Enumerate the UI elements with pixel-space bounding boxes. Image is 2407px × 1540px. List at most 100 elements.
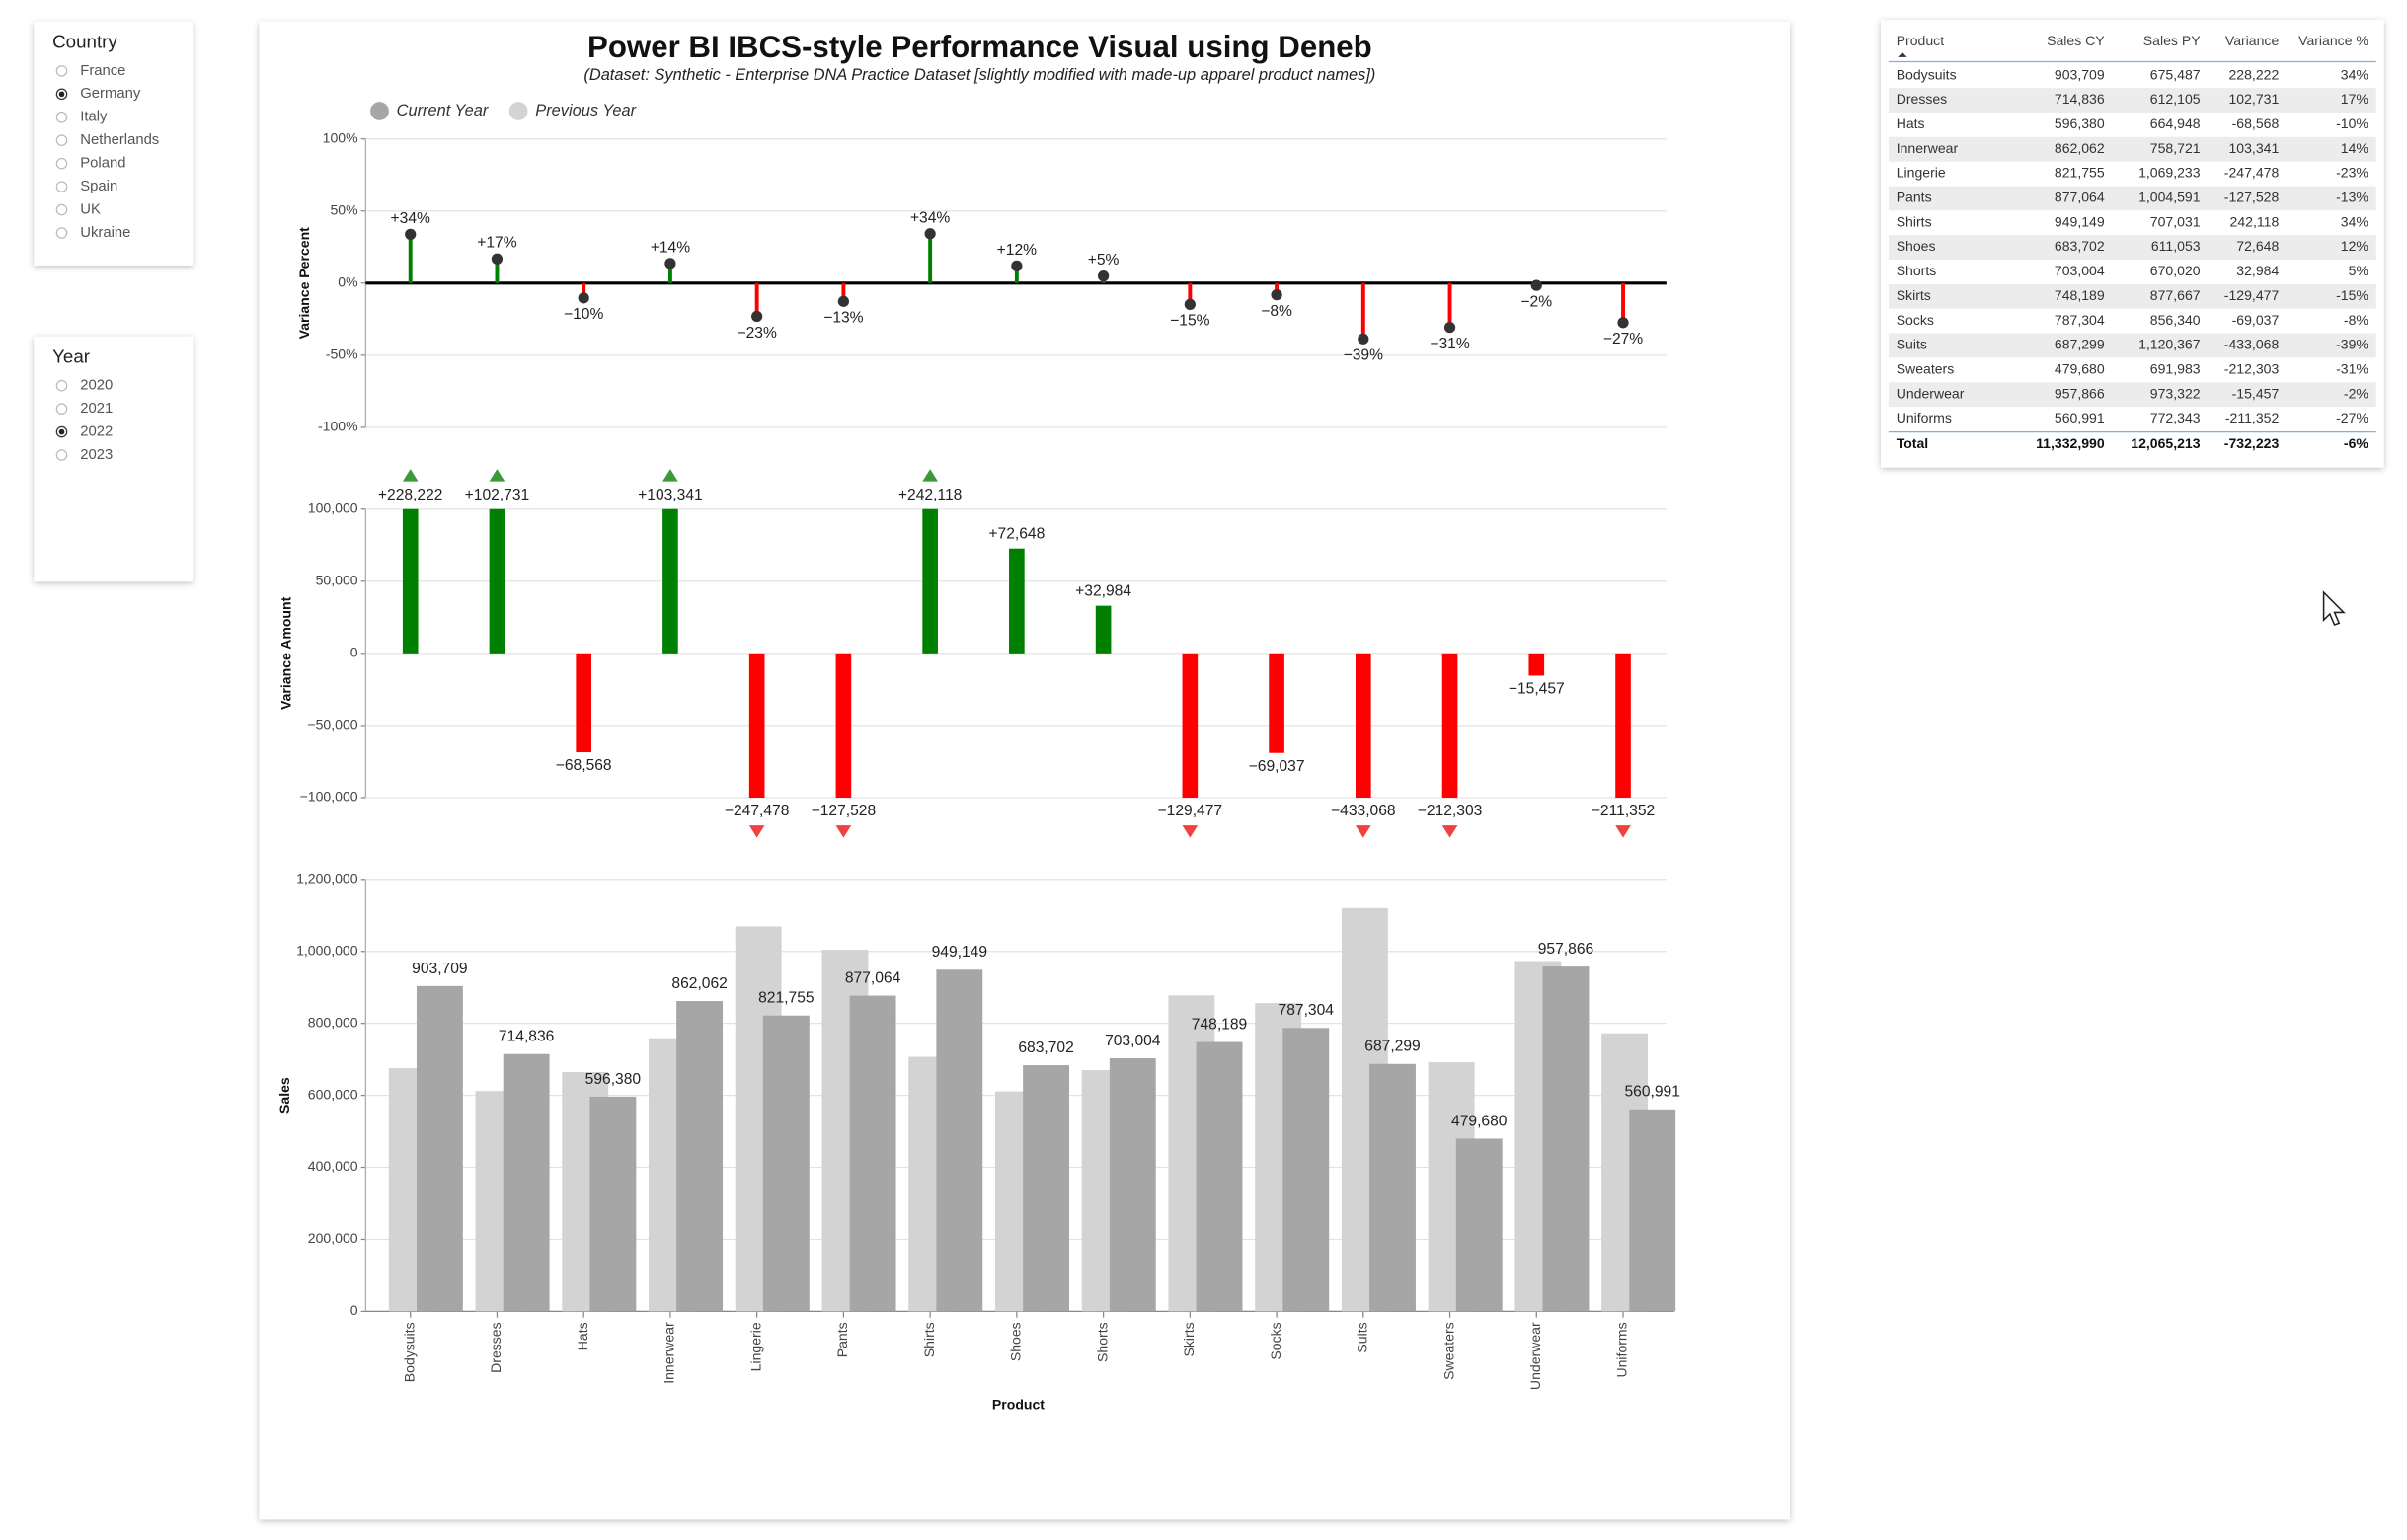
y-tick-label: -100% [318, 419, 358, 434]
table-cell: Skirts [1897, 287, 1931, 303]
radio-button[interactable] [55, 403, 68, 415]
overflow-marker [835, 825, 852, 838]
table-cell: 973,322 [2150, 385, 2201, 401]
table-cell: -127,528 [2224, 190, 2280, 205]
data-label: 787,304 [1279, 1002, 1335, 1019]
variance-bar [1269, 653, 1284, 753]
data-label: +32,984 [1075, 583, 1131, 600]
lollipop-dot [491, 253, 504, 265]
table-cell: 611,053 [2151, 238, 2201, 254]
table-cell: -39% [2336, 337, 2368, 352]
table-cell: Lingerie [1897, 165, 1946, 181]
data-label: −15,457 [1509, 681, 1565, 698]
table-cell: 5% [2349, 263, 2368, 278]
slicer-option[interactable]: Netherlands [80, 132, 159, 148]
overflow-marker [1615, 825, 1631, 838]
lollipop-dot [1530, 279, 1542, 291]
radio-button[interactable] [55, 379, 68, 392]
slicer-option[interactable]: Germany [80, 86, 141, 102]
x-tick-label: Shorts [1094, 1322, 1110, 1362]
y-tick-label: -50% [326, 346, 358, 362]
data-label: −2% [1520, 293, 1552, 310]
data-label: −39% [1344, 347, 1383, 364]
data-label: −247,478 [725, 803, 790, 819]
radio-button[interactable] [55, 157, 68, 170]
data-label: 821,755 [758, 990, 815, 1007]
variance-bar [1009, 548, 1025, 654]
slicer-option[interactable]: Spain [80, 179, 117, 194]
slicer-option[interactable]: 2020 [80, 378, 113, 394]
radio-button[interactable] [55, 134, 68, 146]
row-band [1888, 186, 2376, 211]
table-total: -6% [2344, 435, 2368, 451]
slicer-option[interactable]: UK [80, 201, 101, 217]
data-label: −69,037 [1249, 758, 1305, 775]
table-cell: 957,866 [2055, 385, 2105, 401]
table-cell: -69,037 [2232, 312, 2280, 328]
radio-button[interactable] [55, 203, 68, 216]
y-tick-label: 0% [338, 273, 357, 289]
x-tick-label: Bodysuits [401, 1322, 417, 1382]
slicer-option[interactable]: 2021 [80, 401, 113, 417]
overflow-marker [662, 469, 678, 482]
data-label: +102,731 [465, 487, 530, 503]
sales-bar [1629, 1109, 1676, 1312]
table-cell: Uniforms [1897, 410, 1952, 425]
sales-bar [849, 995, 896, 1312]
data-label: −23% [737, 325, 776, 342]
variance-bar [1528, 653, 1545, 676]
radio-button[interactable] [55, 449, 68, 461]
variance-bar [1355, 653, 1371, 798]
table-cell: -211,352 [2225, 410, 2280, 425]
table-cell: Bodysuits [1897, 66, 1957, 82]
variance-bar [1441, 653, 1458, 798]
table-cell: -15,457 [2232, 385, 2280, 401]
slicer-option[interactable]: Italy [80, 110, 108, 125]
slicer-option[interactable]: 2023 [80, 447, 113, 463]
x-tick-label: Dresses [488, 1322, 504, 1373]
table-cell: -2% [2344, 385, 2368, 401]
row-band [1888, 333, 2376, 358]
radio-button[interactable] [55, 65, 68, 77]
legend-label: Current Year [397, 102, 490, 119]
data-label: 560,991 [1624, 1084, 1679, 1101]
slicer-option[interactable]: Poland [80, 156, 125, 172]
radio-button[interactable] [55, 111, 68, 123]
radio-button[interactable] [55, 181, 68, 192]
variance-bar [662, 508, 678, 654]
table-cell: 479,680 [2055, 360, 2105, 376]
row-band [1888, 283, 2376, 309]
table-cell: Socks [1897, 312, 1934, 328]
table-cell: 683,702 [2055, 238, 2105, 254]
table-cell: Shirts [1897, 213, 1932, 229]
slicer-option[interactable]: Ukraine [80, 225, 130, 241]
table-cell: Shorts [1897, 263, 1937, 278]
slicer-option[interactable]: 2022 [80, 424, 113, 440]
radio-button[interactable] [55, 227, 68, 239]
table-cell: Hats [1897, 116, 1925, 131]
y-tick-label: 0 [350, 645, 358, 660]
table-cell: 1,069,233 [2138, 165, 2201, 181]
y-tick-label: 1,200,000 [296, 871, 358, 886]
x-tick-label: Innerwear [661, 1322, 677, 1384]
table-cell: 787,304 [2055, 312, 2105, 328]
data-label: 683,702 [1018, 1040, 1073, 1056]
table-cell: 903,709 [2055, 66, 2105, 82]
data-label: −13% [823, 310, 863, 327]
table-cell: -212,303 [2224, 360, 2280, 376]
row-band [1888, 136, 2376, 162]
data-label: +12% [997, 242, 1037, 259]
x-tick-label: Sweaters [1440, 1322, 1456, 1380]
lollipop-dot [1184, 298, 1196, 311]
lollipop-dot [1011, 260, 1023, 272]
x-tick-label: Uniforms [1614, 1322, 1630, 1377]
table-header: Sales CY [2047, 33, 2105, 48]
table-cell: Suits [1897, 337, 1927, 352]
variance-bar [1182, 653, 1199, 798]
variance-bar [489, 508, 505, 654]
sales-bar [1282, 1028, 1330, 1312]
slicer-option[interactable]: France [80, 63, 125, 79]
y-tick-label: 100,000 [308, 500, 358, 515]
y-axis-title: Variance Amount [277, 596, 293, 710]
data-label: −27% [1603, 331, 1643, 347]
